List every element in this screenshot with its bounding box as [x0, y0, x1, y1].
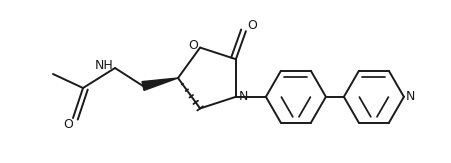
Text: N: N [239, 90, 248, 103]
Text: N: N [405, 90, 414, 103]
Text: O: O [188, 39, 198, 52]
Text: O: O [63, 119, 73, 132]
Text: NH: NH [94, 59, 113, 73]
Polygon shape [142, 78, 178, 90]
Text: O: O [246, 19, 256, 32]
